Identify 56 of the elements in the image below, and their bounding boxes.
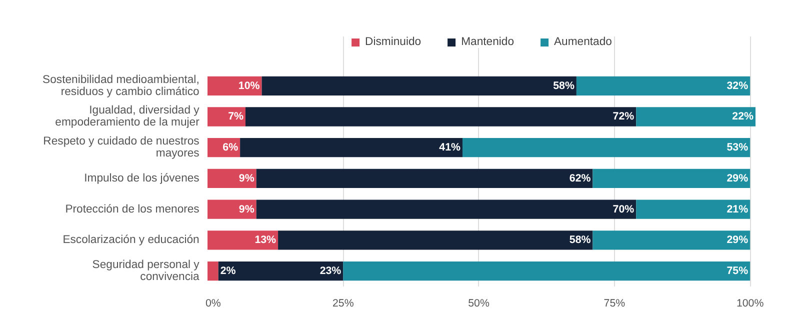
bar: [592, 230, 750, 250]
data-label: 62%: [569, 172, 592, 184]
y-tick-label: Respeto y cuidado de nuestros mayores: [43, 136, 200, 160]
legend-label: Disminuido: [365, 36, 422, 48]
bar: [208, 76, 262, 96]
x-tick-label: 50%: [468, 298, 490, 310]
data-label: 29%: [726, 172, 749, 184]
y-tick-label: Protección de los menores: [65, 203, 200, 216]
y-tick-label: Seguridad personal y convivencia: [92, 259, 200, 284]
bar: [208, 230, 278, 250]
data-label: 10%: [238, 80, 260, 92]
bar: [208, 168, 256, 188]
x-tick-label: 0%: [206, 298, 222, 310]
data-label: 9%: [238, 172, 255, 184]
data-label: 13%: [254, 234, 277, 246]
data-label: 23%: [320, 265, 342, 278]
bar: [462, 138, 750, 158]
bar: [592, 168, 750, 188]
data-label: 29%: [726, 234, 749, 246]
y-tick-label: Sostenibilidad medioambiental, residuos y cambio climático: [42, 74, 200, 98]
data-label: 58%: [553, 80, 575, 92]
bar: [576, 76, 750, 96]
bar: [256, 168, 593, 188]
data-label: 75%: [726, 265, 749, 278]
bar: [256, 200, 636, 219]
data-label: 9%: [238, 203, 255, 216]
x-tick-label: 75%: [604, 298, 626, 310]
data-label: 21%: [726, 203, 749, 216]
x-tick-label: 100%: [736, 298, 764, 310]
data-label: 32%: [726, 80, 749, 92]
legend-label: Mantenido: [461, 36, 514, 48]
data-label: 53%: [726, 142, 749, 154]
bar: [636, 107, 756, 126]
legend-label: Aumentado: [554, 36, 612, 48]
data-label: 6%: [222, 142, 239, 154]
bar: [218, 262, 344, 281]
y-tick-label: Igualdad, diversidad y empoderamiento de la mujer: [55, 104, 200, 129]
bar: [636, 200, 750, 219]
bar: [343, 262, 750, 281]
data-label: 41%: [439, 142, 462, 154]
data-label: 7%: [228, 110, 244, 123]
bar: [245, 107, 636, 126]
bar: [262, 76, 576, 96]
bar: [278, 230, 593, 250]
data-label: 72%: [612, 110, 635, 123]
x-tick-label: 25%: [332, 298, 354, 310]
y-tick-label: Escolarización y educación: [62, 234, 200, 246]
data-label: 22%: [732, 110, 754, 123]
bar: [208, 200, 256, 219]
data-label: 2%: [220, 265, 236, 278]
data-label: 70%: [612, 203, 635, 216]
data-label: 58%: [569, 234, 592, 246]
bar: [208, 262, 218, 281]
bar: [240, 138, 463, 158]
y-tick-label: Impulso de los jóvenes: [84, 172, 200, 184]
bar: [208, 107, 246, 126]
